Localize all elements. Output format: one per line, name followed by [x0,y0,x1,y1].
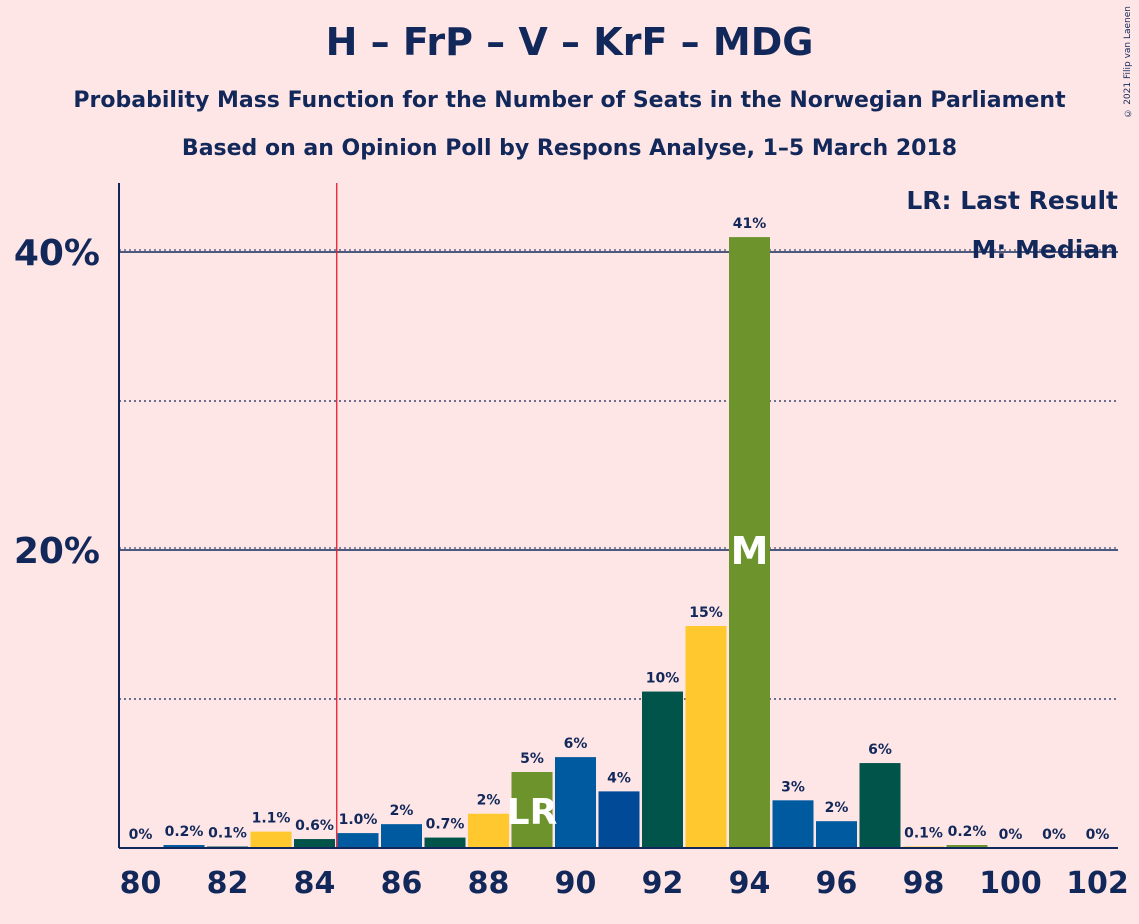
bar [816,821,857,848]
bar [598,791,640,848]
bar-value-label: 0% [1086,827,1110,843]
grid-lines [119,183,1118,848]
bar-value-label: 2% [390,803,414,819]
bar-value-label: 0.7% [426,817,465,833]
x-tick-label: 98 [903,866,945,901]
x-tick-label: 92 [642,866,684,901]
bar-value-label: 10% [646,671,680,687]
legend-last-result: LR: Last Result [906,186,1118,215]
bar-value-label: 4% [607,770,631,786]
bar [511,772,553,848]
bar [772,800,814,848]
bar-value-label: 0% [129,827,153,843]
bar-value-label: 0.2% [948,824,987,840]
bar-value-label: 6% [564,736,588,752]
bar-value-label: 0% [999,827,1023,843]
bar-value-label: 0% [1042,827,1066,843]
bar [468,813,509,848]
bar-value-label: 41% [733,216,767,232]
chart-subtitle: Probability Mass Function for the Number… [73,88,1066,113]
x-tick-label: 96 [816,866,858,901]
axes [118,183,1118,849]
bar [250,831,292,848]
bar-value-label: 0.1% [904,826,943,842]
x-tick-label: 82 [207,866,249,901]
bar-value-label: 2% [477,793,501,809]
bars [163,237,988,849]
last-result-marker: LR [507,792,558,833]
bar-value-label: 6% [868,742,892,758]
bar [424,837,466,848]
x-tick-label: 100 [979,866,1042,901]
bar-labels: 0% 0.2% 0.1%1.1% 0.6% 1.0%2%0.7%2%5%6%4%10%1… [129,216,1110,843]
tick-labels: 20% 40% 80 82 84 86 88 90 92 94 96 98 100 102 [14,233,1129,901]
bar [163,845,205,848]
bar-value-label: 3% [781,779,805,795]
bar-value-label: 0.1% [208,826,247,842]
chart-source: Based on an Opinion Poll by Respons Anal… [181,136,958,161]
bar-value-label: 0.6% [295,818,334,834]
median-marker: M [731,529,769,573]
bar-value-label: 1.0% [339,812,378,828]
y-tick-label: 40% [14,233,100,274]
bar [859,763,901,848]
bar [555,757,596,848]
bar [381,824,422,848]
x-tick-label: 86 [381,866,423,901]
median-marker-bg [729,528,770,572]
x-tick-label: 102 [1066,866,1129,901]
x-tick-label: 88 [468,866,510,901]
bar-value-label: 5% [520,751,544,767]
bar-value-label: 0.2% [165,824,204,840]
y-tick-label: 20% [14,531,100,572]
bar [642,691,683,848]
bar [946,845,988,848]
bar [294,839,335,848]
legend-median: M: Median [971,235,1118,264]
x-tick-label: 90 [555,866,597,901]
bar [685,625,727,848]
x-tick-label: 84 [294,866,336,901]
x-tick-label: 94 [729,866,771,901]
bar-value-label: 1.1% [252,811,291,827]
x-tick-label: 80 [120,866,162,901]
bar-value-label: 2% [825,800,849,816]
chart-title: H – FrP – V – KrF – MDG [325,20,814,64]
bar-value-label: 15% [689,605,723,621]
bar [337,833,379,848]
